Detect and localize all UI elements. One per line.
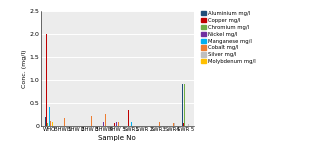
Bar <box>131 122 132 126</box>
Bar <box>184 84 185 126</box>
Bar <box>174 123 175 126</box>
Bar <box>173 123 174 126</box>
Bar <box>159 122 160 126</box>
Bar <box>49 107 50 126</box>
Bar <box>47 123 48 126</box>
Bar <box>183 123 184 126</box>
Bar <box>103 122 104 126</box>
Legend: Aluminium mg/l, Copper mg/l, Chromium mg/l, Nickel mg/l, Manganese mg/l, Cobalt : Aluminium mg/l, Copper mg/l, Chromium mg… <box>199 9 258 66</box>
Bar <box>46 34 47 126</box>
Bar <box>128 110 129 126</box>
Bar <box>116 122 117 126</box>
Bar <box>118 122 119 126</box>
Y-axis label: Conc. (mg/l): Conc. (mg/l) <box>22 49 27 88</box>
X-axis label: Sample No: Sample No <box>99 135 136 141</box>
Bar <box>188 124 189 126</box>
Bar <box>50 121 51 126</box>
Bar <box>52 122 53 126</box>
Bar <box>91 116 92 126</box>
Bar <box>45 117 46 126</box>
Bar <box>182 84 183 126</box>
